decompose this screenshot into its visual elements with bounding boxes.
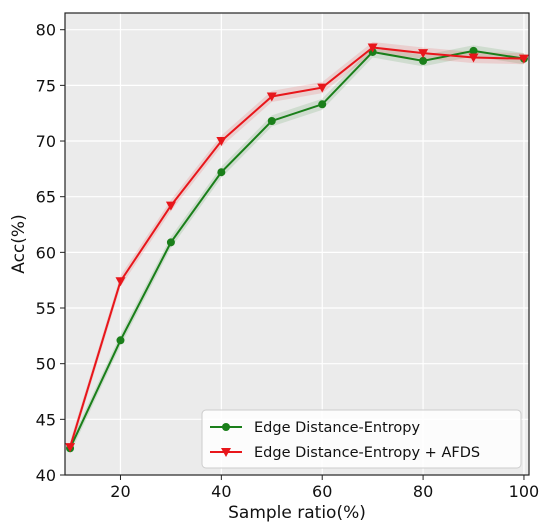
data-point xyxy=(469,46,478,55)
x-tick-label: 80 xyxy=(413,482,433,501)
x-tick-label: 60 xyxy=(312,482,332,501)
plot-frame xyxy=(64,12,530,476)
data-point xyxy=(65,443,76,453)
data-point xyxy=(418,49,429,59)
data-point xyxy=(419,56,428,65)
data-point xyxy=(318,100,327,109)
y-tick-label: 65 xyxy=(36,188,56,207)
legend-marker xyxy=(221,448,231,457)
legend-marker xyxy=(222,423,230,431)
data-point xyxy=(267,116,276,125)
data-point xyxy=(116,336,125,345)
series xyxy=(65,43,529,453)
x-tick-label: 100 xyxy=(509,482,540,501)
data-point xyxy=(115,277,126,287)
legend-label: Edge Distance-Entropy xyxy=(254,420,420,436)
data-point xyxy=(367,43,378,53)
y-tick-label: 60 xyxy=(36,243,56,262)
y-tick-label: 50 xyxy=(36,355,56,374)
y-tick-label: 75 xyxy=(36,76,56,95)
x-tick-label: 40 xyxy=(211,482,231,501)
data-point xyxy=(266,92,277,102)
data-point xyxy=(165,201,176,211)
data-point xyxy=(217,168,226,177)
y-tick-label: 40 xyxy=(36,466,56,485)
data-point xyxy=(468,53,479,63)
data-point xyxy=(317,83,328,93)
legend: Edge Distance-Entropy Edge Distance-Entro… xyxy=(201,409,522,469)
x-axis-label: Sample ratio(%) xyxy=(228,503,366,523)
y-tick-label: 55 xyxy=(36,299,56,318)
legend-label: Edge Distance-Entropy + AFDS xyxy=(254,445,480,461)
y-tick-label: 70 xyxy=(36,132,56,151)
data-point xyxy=(216,137,227,147)
y-tick-label: 80 xyxy=(36,21,56,40)
y-tick-label: 45 xyxy=(36,410,56,429)
data-point xyxy=(518,54,529,64)
x-tick-label: 20 xyxy=(110,482,130,501)
legend-box xyxy=(201,409,522,469)
data-point xyxy=(166,238,175,247)
ticks: 20 40 60 80 100 40 45 50 55 60 65 70 75 80 xyxy=(36,21,540,501)
plot-background xyxy=(65,13,529,475)
series-line xyxy=(69,46,524,448)
y-axis-label: Acc(%) xyxy=(9,214,29,273)
